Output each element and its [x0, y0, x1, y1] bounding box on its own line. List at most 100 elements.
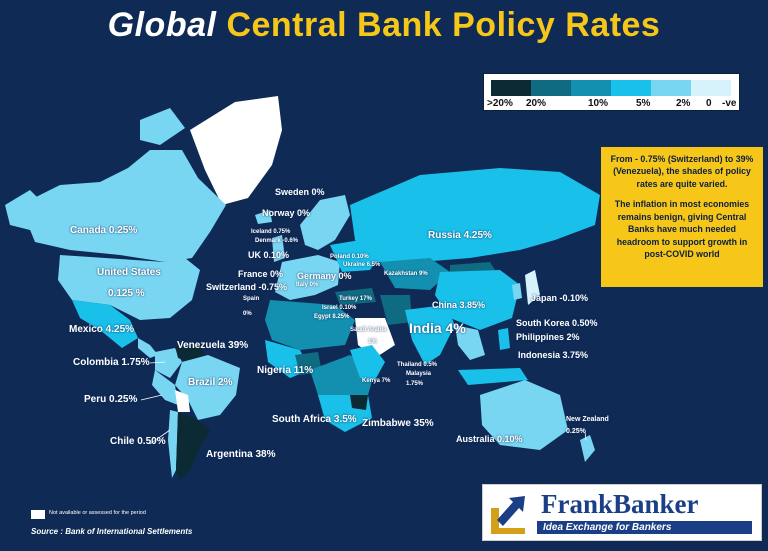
label-chile: Chile 0.50% [110, 436, 166, 447]
legend-ticks: >20% 20% 10% 5% 2% 0 -ve [484, 98, 739, 110]
kazakhstan-shape [380, 258, 450, 290]
label-usa-2: 0.125 % [108, 288, 145, 299]
label-switzerland: Switzerland -0.75% [206, 282, 288, 292]
label-south-africa: South Africa 3.5% [272, 414, 357, 425]
label-egypt: Egypt 8.25% [314, 314, 350, 320]
east-africa-shape [350, 345, 385, 380]
central-america-shape [138, 338, 158, 358]
north-africa-shape [265, 300, 355, 350]
peru-shape [152, 370, 178, 405]
label-poland: Poland 0.10% [330, 254, 369, 260]
legend-tick-4: 2% [676, 98, 691, 109]
legend-swatch-5 [691, 80, 731, 96]
legend-tick-5: 0 [706, 98, 712, 109]
russia-shape [350, 168, 600, 262]
venezuela-shape [175, 344, 205, 362]
info-note: From - 0.75% (Switzerland) to 39% (Venez… [601, 147, 763, 287]
label-new-zealand-2: 0.25% [566, 428, 586, 435]
legend-tick-1: 20% [526, 98, 547, 109]
not-available-label: Not available or assessed for the period [49, 510, 146, 516]
source-label: Source : Bank of International Settlemen… [31, 527, 193, 536]
label-thailand: Thailand 0.5% [397, 362, 438, 368]
label-kazakhstan: Kazakhstan 9% [384, 271, 428, 277]
legend-tick-0: >20% [487, 98, 513, 109]
uk-shape [272, 235, 285, 262]
info-note-p2: The inflation in most economies remains … [614, 199, 750, 260]
label-malaysia-2: 1.75% [406, 381, 424, 387]
label-mexico: Mexico 4.25% [69, 324, 135, 335]
label-venezuela: Venezuela 39% [177, 340, 249, 351]
brazil-shape [175, 355, 240, 420]
label-spain-2: 0% [243, 311, 252, 317]
label-argentina: Argentina 38% [206, 449, 276, 460]
label-japan: Japan -0.10% [531, 293, 589, 303]
legend-swatch-4 [651, 80, 691, 96]
label-iceland: Iceland 0.75% [251, 229, 291, 235]
label-turkey: Turkey 17% [339, 296, 372, 302]
mexico-shape [72, 300, 138, 348]
label-saudi-1: Saudi Arabia [350, 327, 387, 333]
korea-shape [512, 283, 522, 300]
label-italy: Italy 0% [296, 282, 319, 288]
label-zimbabwe: Zimbabwe 35% [362, 418, 434, 429]
label-australia: Australia 0.10% [456, 434, 523, 444]
turkey-shape [335, 288, 376, 305]
india-shape [405, 305, 455, 365]
label-colombia: Colombia 1.75% [73, 357, 150, 368]
usa-shape [58, 255, 200, 320]
label-ukraine: Ukraine 6.5% [343, 262, 381, 268]
label-usa-1: United States [97, 267, 161, 278]
logo-brand: FrankBanker [541, 489, 699, 519]
colombia-shape [155, 348, 182, 378]
label-france: France 0% [238, 269, 284, 279]
label-denmark: Denmark -0.6% [255, 238, 299, 244]
label-peru: Peru 0.25% [84, 394, 138, 405]
label-nigeria: Nigeria 11% [257, 365, 314, 376]
label-russia: Russia 4.25% [428, 230, 492, 241]
legend-swatch-1 [531, 80, 571, 96]
indonesia-shape [458, 368, 528, 385]
label-israel: Israel 0.10% [322, 305, 357, 311]
legend-swatch-2 [571, 80, 611, 96]
legend-tick-3: 5% [636, 98, 651, 109]
label-philippines: Philippines 2% [516, 332, 580, 342]
label-saudi-2: 1% [368, 339, 377, 345]
china-shape [435, 270, 520, 330]
not-available-swatch [31, 510, 45, 519]
label-new-zealand-1: New Zealand [566, 416, 609, 423]
legend-swatch-0 [491, 80, 531, 96]
argentina-shape [176, 412, 210, 480]
colombia-leader [149, 361, 166, 364]
label-canada: Canada 0.25% [70, 225, 138, 236]
label-south-korea: South Korea 0.50% [516, 318, 598, 328]
legend-tick-2: 10% [588, 98, 609, 109]
chile-leader [149, 429, 171, 445]
iran-shape [380, 295, 412, 325]
legend-color-bar [491, 80, 731, 96]
japan-shape [525, 270, 540, 305]
label-spain-1: Spain [243, 296, 260, 302]
new-zealand-shape [580, 435, 595, 462]
title-global: Global [107, 6, 217, 44]
legend-swatch-3 [611, 80, 651, 96]
legend-tick-6: -ve [722, 98, 737, 109]
page-title: Global Central Bank Policy Rates [0, 6, 768, 45]
scandinavia-shape [300, 195, 350, 250]
label-malaysia-1: Malaysia [406, 371, 432, 377]
zimbabwe-shape [350, 395, 368, 410]
chile-shape [168, 410, 178, 478]
label-china: China 3.85% [432, 300, 486, 310]
label-kenya: Kenya 7% [362, 378, 391, 384]
greenland-shape [190, 96, 282, 205]
frankbanker-logo: FrankBanker Idea Exchange for Bankers [482, 484, 762, 541]
label-sweden: Sweden 0% [275, 187, 325, 197]
label-uk: UK 0.10% [248, 250, 290, 260]
southeast-asia-shape [455, 325, 485, 360]
iceland-shape [255, 210, 272, 224]
label-india: India 4% [409, 320, 466, 336]
philippines-shape [498, 328, 510, 350]
australia-shape [480, 380, 568, 450]
label-norway: Norway 0% [262, 208, 311, 218]
label-indonesia: Indonesia 3.75% [518, 350, 589, 360]
